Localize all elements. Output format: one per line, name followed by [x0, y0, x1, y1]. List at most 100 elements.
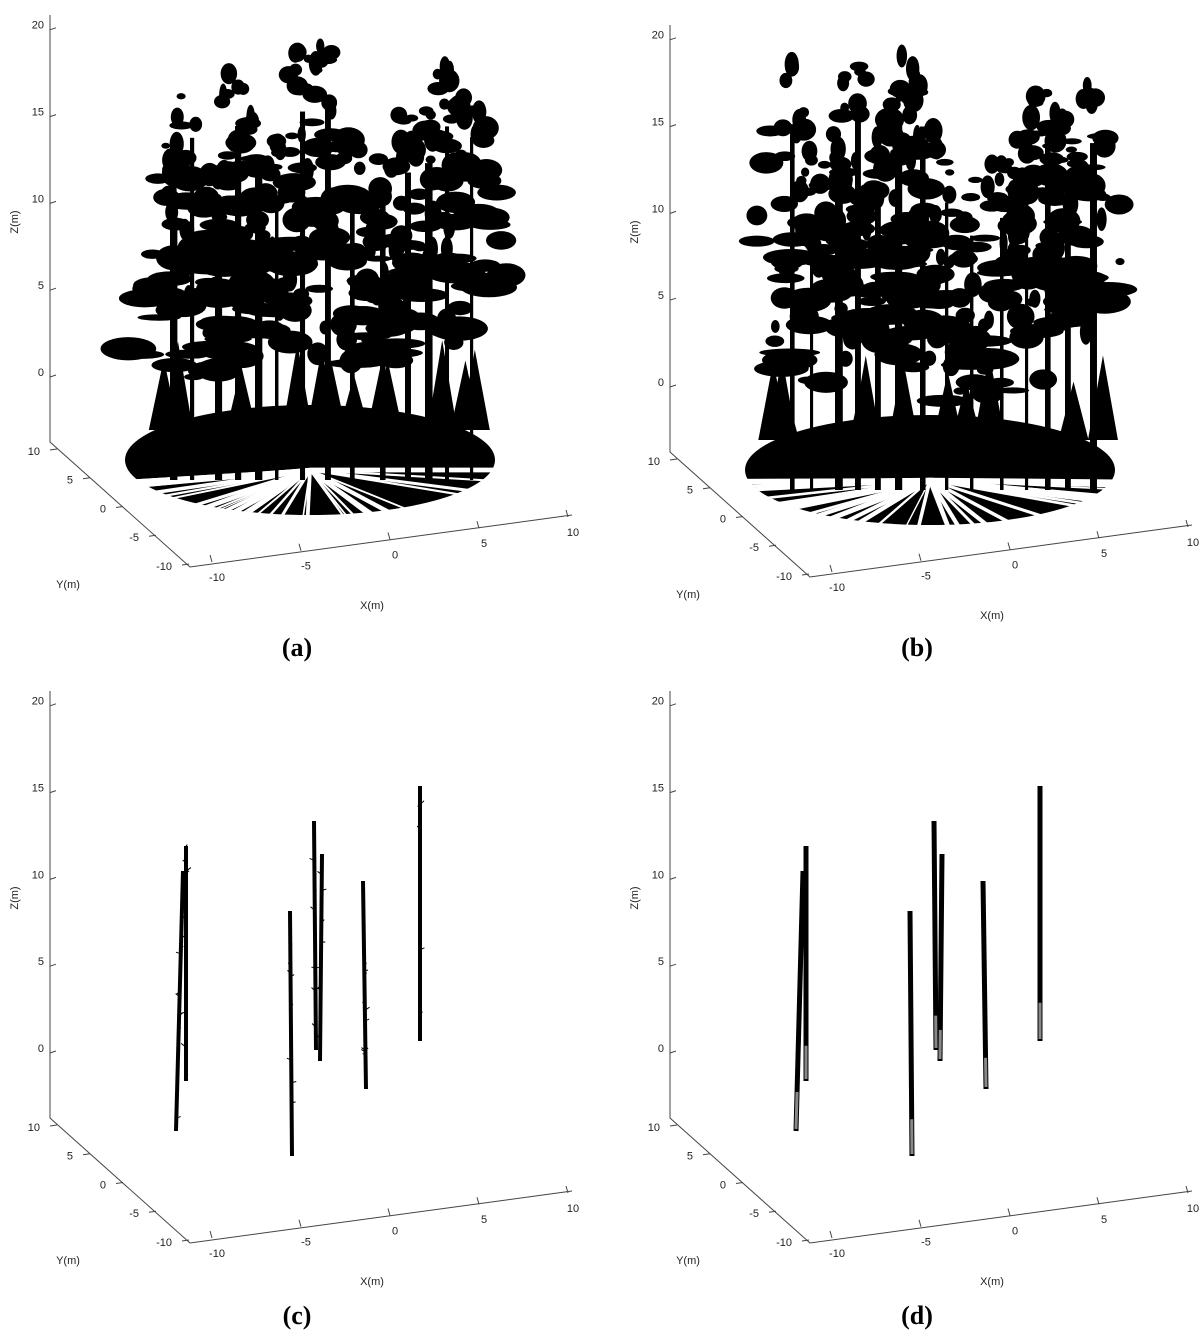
tick-mark: [670, 877, 676, 879]
y-tick-label: 10: [648, 456, 660, 468]
y-tick-label: 0: [720, 513, 726, 525]
y-tick-label: -5: [749, 542, 759, 554]
tick-mark: [116, 507, 123, 508]
tree-crown: [746, 206, 767, 226]
tree-crown: [426, 155, 436, 163]
tick-mark: [830, 565, 832, 572]
y-tick-label: -10: [776, 571, 792, 583]
tree-crown: [930, 137, 943, 159]
tick-mark: [477, 1197, 479, 1204]
tree-crown: [447, 301, 472, 315]
tick-mark: [50, 115, 56, 117]
tick-mark: [670, 791, 676, 793]
x-tick-label: 0: [1012, 559, 1018, 571]
stem-points: [176, 871, 183, 1131]
tick-mark: [83, 1154, 90, 1155]
tree-crown: [360, 209, 390, 226]
tree-crown: [1067, 152, 1088, 162]
tree-crown: [1065, 264, 1093, 288]
tree-crown: [302, 236, 343, 260]
tick-mark: [703, 488, 710, 489]
tree-crown: [906, 150, 916, 171]
tree-crown: [447, 152, 481, 174]
tree-crown: [790, 180, 809, 202]
tree-crown: [408, 147, 424, 167]
z-axis-title: Z(m): [9, 210, 21, 233]
x-tick-label: 10: [567, 527, 579, 539]
tree-crown: [774, 264, 798, 273]
tick-mark: [50, 201, 56, 203]
tree-crown: [844, 260, 854, 278]
tree-crown: [1032, 244, 1059, 266]
tree-crown: [183, 287, 229, 302]
tree-crown: [341, 205, 361, 212]
tree-crown: [396, 119, 411, 125]
branch-stub: [362, 1002, 364, 1003]
panel-label: (a): [282, 633, 312, 662]
tree-crown: [412, 243, 428, 251]
tree-crown: [1041, 89, 1052, 97]
tree-crown: [218, 151, 238, 160]
tick-mark: [116, 1183, 123, 1184]
tick-mark: [210, 1231, 212, 1238]
x-tick-label: 0: [1012, 1225, 1018, 1237]
tree-crown: [1044, 129, 1066, 153]
tree-crown: [207, 319, 262, 339]
tree-crown: [840, 103, 849, 114]
tree-crown: [324, 185, 371, 208]
branch-stub: [364, 970, 368, 971]
tick-mark: [50, 28, 56, 30]
tree-crown: [1038, 192, 1071, 206]
tick-mark: [670, 298, 676, 300]
tree-crown: [228, 138, 254, 154]
tree-crown: [857, 72, 874, 87]
tree-crown: [330, 223, 339, 234]
x-tick-label: -5: [301, 561, 311, 573]
tree-crown: [486, 231, 516, 250]
tree-crown: [839, 351, 853, 367]
z-tick-label: 10: [652, 203, 664, 215]
tree-crown: [403, 203, 426, 215]
tick-mark: [50, 877, 56, 879]
tree-crown: [1004, 158, 1014, 166]
panel-label: (d): [901, 1301, 933, 1330]
tree-crown: [875, 343, 924, 365]
tree-crown: [413, 288, 429, 295]
figure: 05101520Z(m)1050-5-10Y(m)-10-50510X(m)(a…: [0, 0, 1201, 1342]
tree-crown: [765, 335, 784, 346]
tree-crown: [1066, 147, 1077, 153]
z-tick-label: 10: [32, 869, 44, 881]
tree-crown: [877, 121, 900, 129]
tree-crown: [275, 304, 285, 321]
tree-crown: [300, 118, 325, 126]
tree-crown: [900, 87, 918, 105]
tree-crown: [771, 320, 780, 333]
y-tick-label: 5: [67, 475, 73, 487]
tick-mark: [1008, 543, 1010, 550]
tree-crown: [890, 212, 922, 226]
tree-crown: [212, 196, 247, 215]
tick-mark: [1008, 1209, 1010, 1216]
branch-stub: [185, 922, 186, 925]
tree-crown: [1012, 331, 1029, 346]
tree-crown: [246, 105, 254, 128]
tick-mark: [1097, 531, 1099, 538]
tree-crown: [942, 186, 956, 204]
z-tick-label: 15: [652, 783, 664, 795]
tree-crown: [169, 121, 193, 129]
x-tick-label: 10: [567, 1203, 579, 1215]
tick-mark: [670, 385, 676, 387]
tree-crown: [1026, 298, 1039, 307]
y-tick-label: -5: [129, 1208, 139, 1220]
tree-crown: [1007, 228, 1018, 237]
z-tick-label: 20: [32, 696, 44, 708]
y-axis-title: Y(m): [56, 1255, 80, 1267]
tick-mark: [83, 478, 90, 479]
z-tick-label: 0: [658, 377, 664, 389]
y-tick-label: 10: [28, 446, 40, 458]
tree-crown: [273, 173, 316, 191]
tree-crown: [944, 257, 955, 269]
z-tick-label: 20: [652, 696, 664, 708]
tree-crown: [872, 244, 888, 261]
tree-crown: [936, 159, 954, 166]
